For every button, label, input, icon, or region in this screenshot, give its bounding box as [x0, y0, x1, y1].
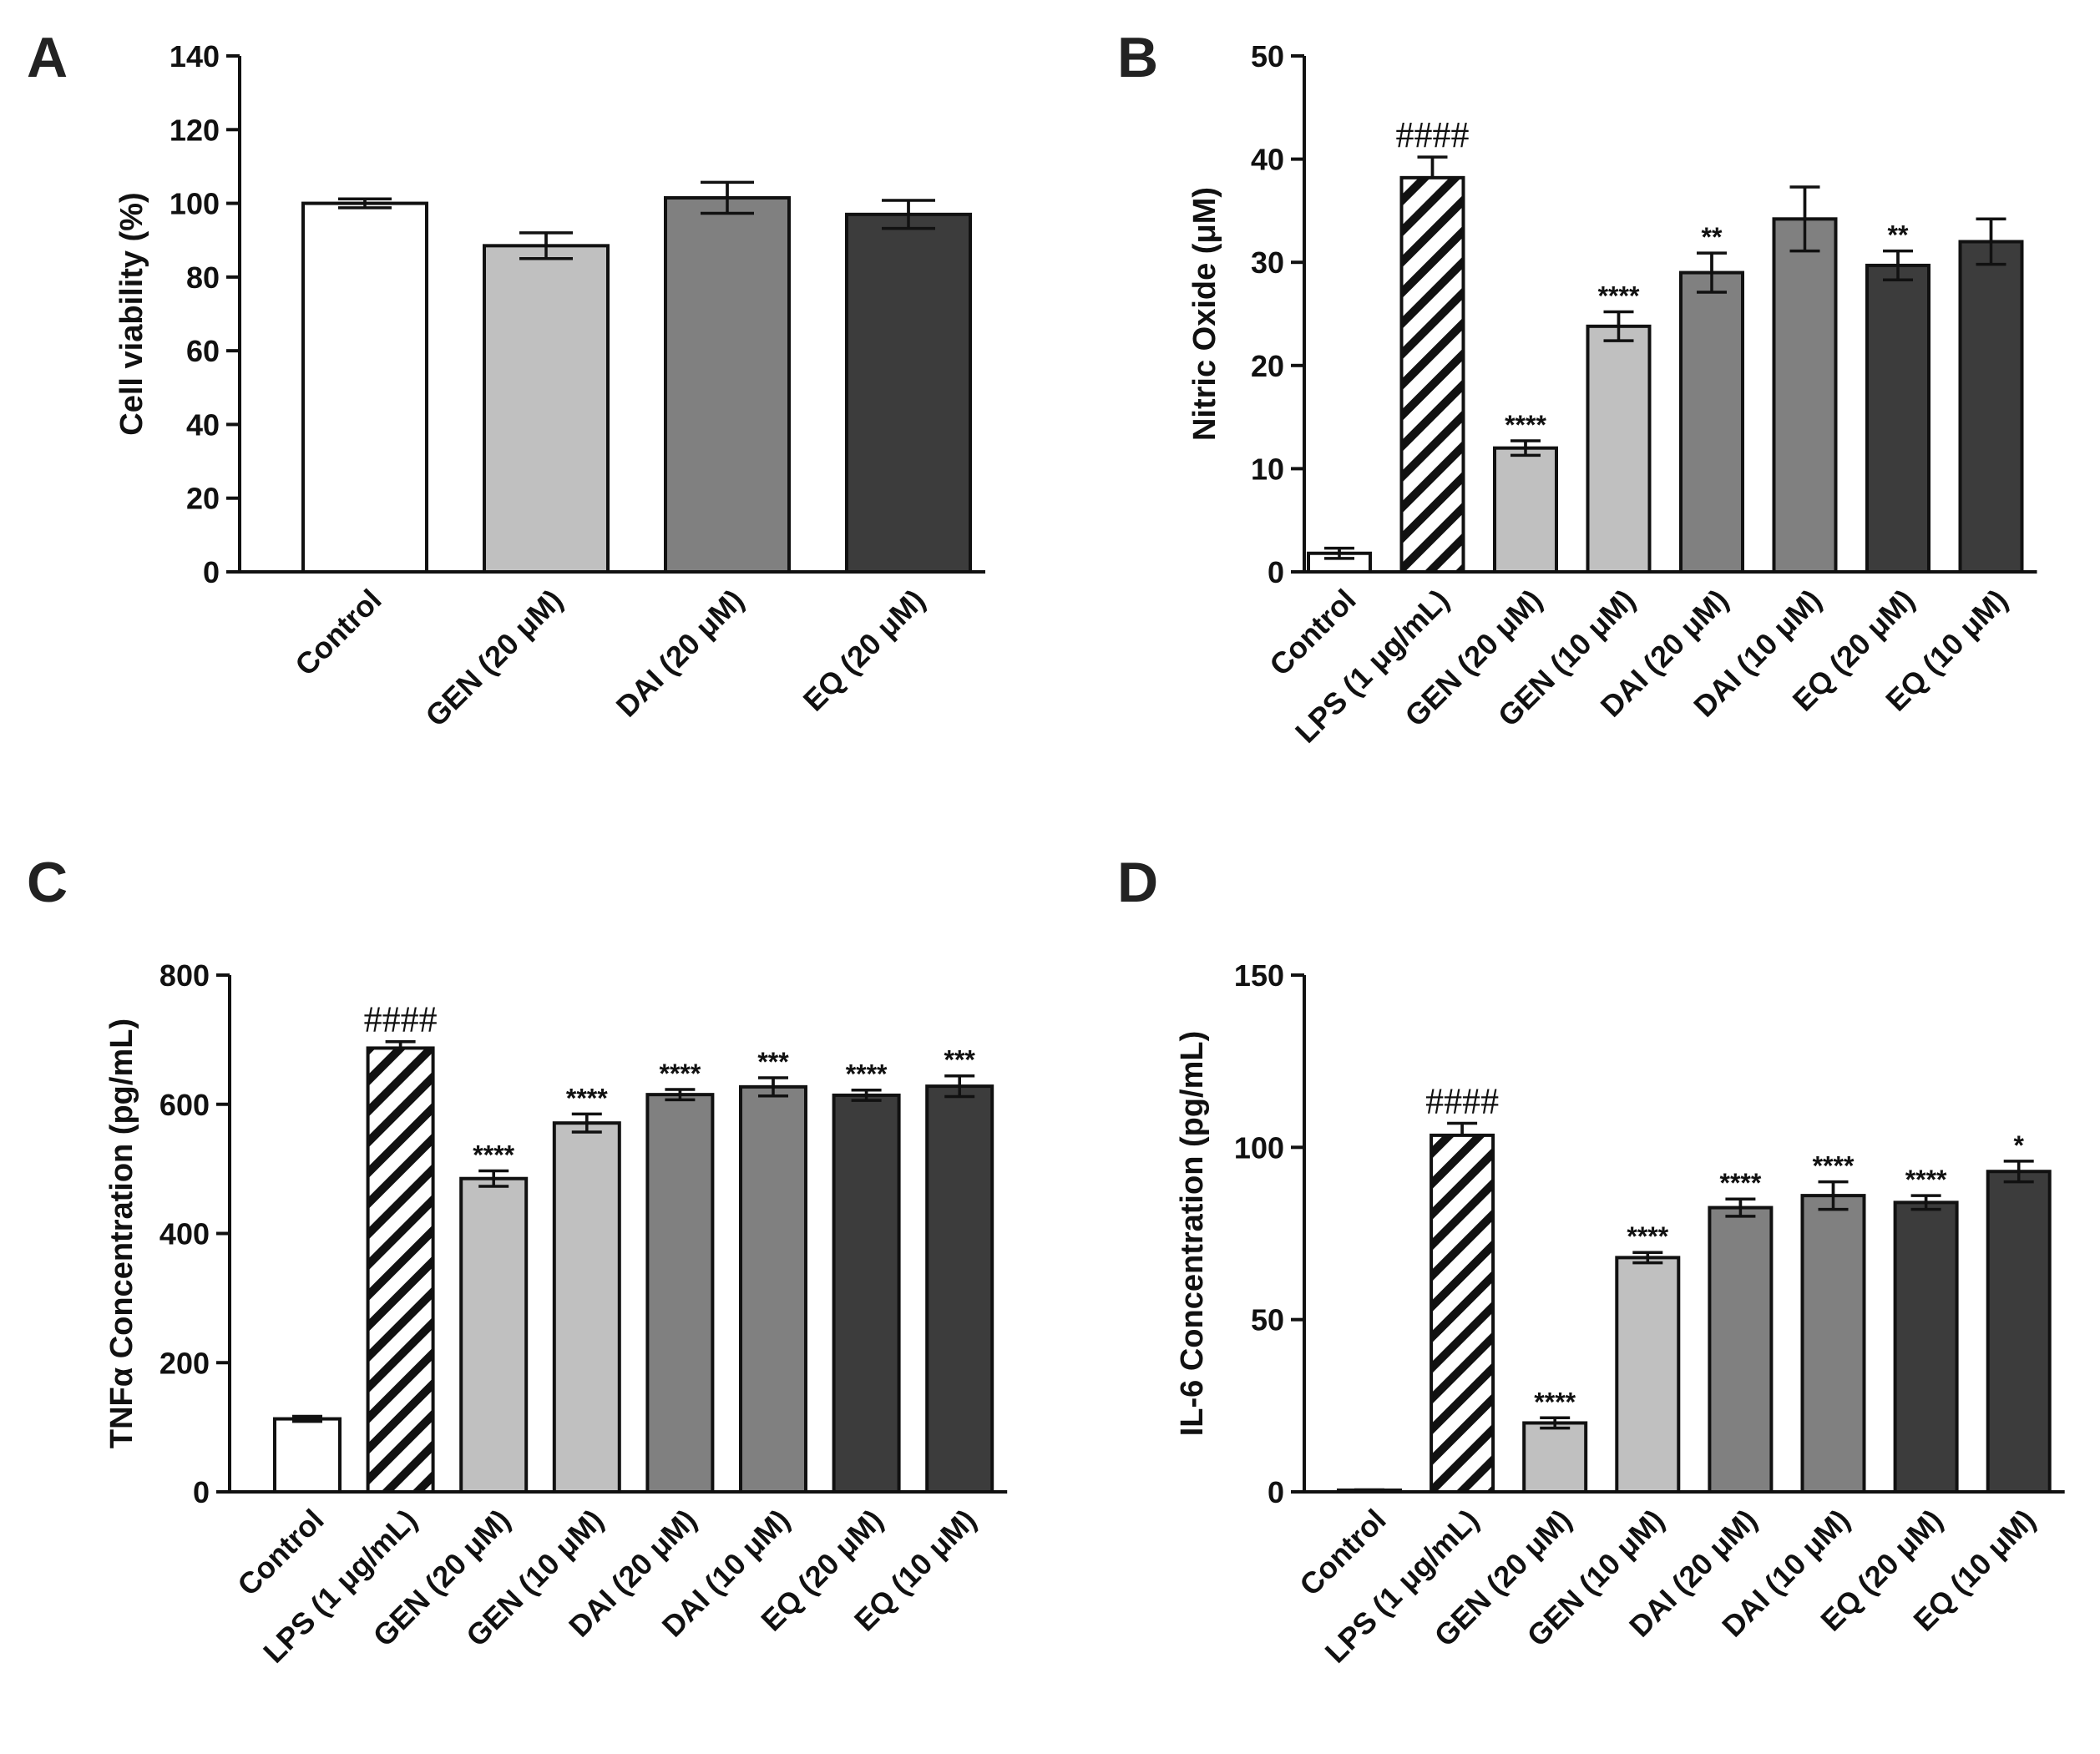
bar	[366, 1046, 435, 1494]
bar	[845, 212, 972, 574]
significance-annotation: ****	[1598, 281, 1640, 311]
category-label: Control	[288, 583, 387, 682]
bar	[832, 1093, 901, 1494]
bar	[1493, 446, 1558, 574]
y-tick-label: 0	[1268, 555, 1284, 589]
y-tick-label: 50	[1251, 39, 1284, 73]
significance-annotation: ****	[1627, 1221, 1668, 1251]
y-tick-label: 100	[1234, 1130, 1284, 1165]
bar	[739, 1084, 807, 1494]
bar	[1893, 1201, 1959, 1494]
bar	[1772, 217, 1838, 574]
panel-letter: B	[1117, 26, 1158, 89]
panel-letter: D	[1117, 851, 1158, 914]
panel-letter: A	[27, 26, 68, 89]
bar	[1708, 1206, 1774, 1494]
significance-annotation: ***	[757, 1047, 789, 1077]
hash-annotation: ####	[364, 999, 438, 1040]
y-tick-label: 20	[186, 482, 220, 516]
significance-annotation: ****	[659, 1059, 701, 1089]
bar	[1986, 1170, 2052, 1494]
y-axis-title: Cell viability (%)	[114, 192, 149, 435]
bar	[1399, 175, 1465, 574]
y-tick-label: 800	[159, 958, 210, 993]
y-tick-label: 40	[186, 407, 220, 442]
y-tick-label: 50	[1251, 1303, 1284, 1337]
bar	[1800, 1194, 1866, 1494]
bar	[1958, 240, 2024, 574]
y-tick-label: 30	[1251, 245, 1284, 280]
bar	[1679, 270, 1744, 574]
y-tick-label: 40	[1251, 143, 1284, 177]
bar	[1522, 1421, 1588, 1494]
significance-annotation: ****	[566, 1083, 608, 1113]
bar	[645, 1093, 715, 1494]
bar	[1430, 1133, 1495, 1494]
bar	[459, 1176, 529, 1494]
hash-annotation: ####	[1425, 1080, 1499, 1121]
bar	[552, 1121, 621, 1494]
y-axis-title: IL-6 Concentration (pg/mL)	[1175, 1031, 1210, 1437]
bar	[925, 1084, 994, 1494]
y-tick-label: 10	[1251, 452, 1284, 486]
category-label: EQ (20 μM)	[797, 583, 932, 718]
y-axis-title: Nitric Oxide (μM)	[1187, 187, 1222, 441]
panel-c: C 0 200 400 600 800 TNFα Concentration (pg/mL)…	[27, 851, 1008, 1670]
bar	[1865, 263, 1930, 574]
significance-annotation: ****	[473, 1140, 514, 1170]
panel-a: A 0 20 40 60 80 100 120 140 Cell viability (%) Con…	[27, 26, 985, 733]
y-tick-label: 120	[170, 113, 220, 147]
significance-annotation: ****	[846, 1059, 888, 1089]
y-axis-title: TNFα Concentration (pg/mL)	[104, 1019, 139, 1448]
y-tick-label: 600	[159, 1088, 210, 1122]
significance-annotation: ****	[1719, 1168, 1761, 1198]
significance-annotation: ****	[1905, 1165, 1947, 1195]
y-tick-label: 100	[170, 187, 220, 221]
significance-annotation: ****	[1505, 410, 1546, 440]
bar	[301, 201, 428, 574]
y-tick-label: 0	[203, 555, 220, 589]
y-tick-label: 150	[1234, 958, 1284, 993]
significance-annotation: **	[1888, 220, 1909, 250]
bar	[664, 195, 791, 574]
panel-letter: C	[27, 851, 68, 914]
significance-annotation: **	[1702, 222, 1723, 252]
significance-annotation: *	[2013, 1130, 2024, 1160]
significance-annotation: ***	[944, 1045, 976, 1075]
bar	[273, 1417, 342, 1494]
y-tick-label: 400	[159, 1217, 210, 1251]
y-tick-label: 20	[1251, 349, 1284, 383]
y-tick-label: 80	[186, 260, 220, 295]
y-tick-label: 0	[1268, 1475, 1284, 1509]
y-tick-label: 200	[159, 1346, 210, 1380]
significance-annotation: ****	[1534, 1387, 1576, 1417]
y-tick-label: 0	[193, 1475, 210, 1509]
bar	[1615, 1256, 1681, 1494]
category-label: DAI (20 μM)	[610, 583, 751, 724]
bar	[483, 244, 610, 574]
y-tick-label: 140	[170, 39, 220, 73]
hash-annotation: ####	[1396, 114, 1470, 155]
significance-annotation: ****	[1813, 1151, 1855, 1181]
bar	[1586, 324, 1652, 574]
y-tick-label: 60	[186, 334, 220, 368]
category-label: GEN (20 μM)	[418, 583, 569, 733]
